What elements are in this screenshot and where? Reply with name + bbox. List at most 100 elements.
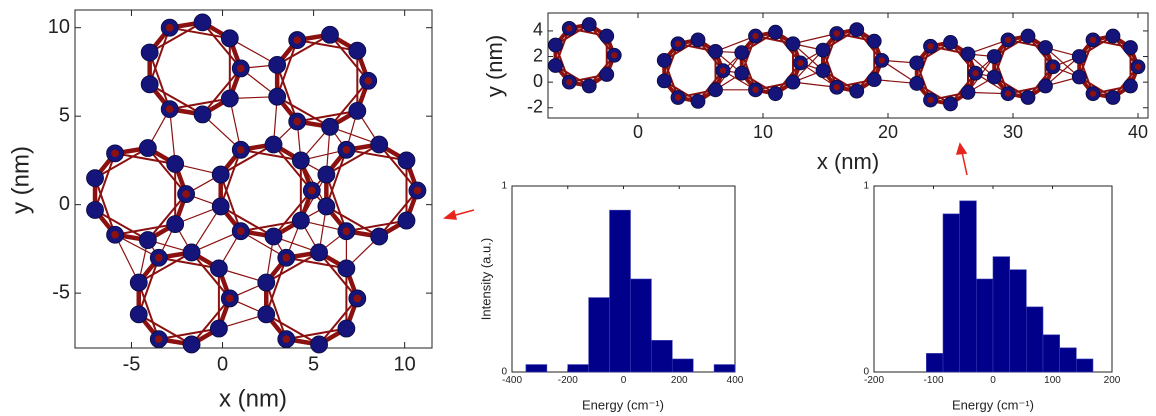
node bbox=[960, 46, 976, 62]
edge bbox=[94, 152, 117, 211]
edge bbox=[325, 205, 381, 238]
edge bbox=[1044, 46, 1080, 78]
node bbox=[849, 83, 865, 99]
edge bbox=[219, 143, 275, 176]
edge bbox=[265, 281, 288, 341]
x-tick-label: 5 bbox=[308, 353, 319, 375]
node bbox=[599, 28, 615, 44]
edge bbox=[168, 97, 231, 111]
node bbox=[268, 55, 287, 74]
bar bbox=[1059, 347, 1077, 373]
node-cap bbox=[1004, 36, 1012, 44]
node bbox=[815, 42, 831, 58]
node-cap bbox=[752, 32, 759, 40]
edge bbox=[146, 147, 188, 196]
y-tick-label: 2 bbox=[533, 45, 543, 65]
node bbox=[211, 165, 230, 184]
node bbox=[581, 17, 597, 32]
bar bbox=[1042, 334, 1060, 373]
edge bbox=[146, 193, 188, 242]
node-cap bbox=[833, 30, 840, 37]
y-tick-label: 0 bbox=[59, 193, 70, 215]
x-tick-label: 20 bbox=[878, 122, 898, 142]
node bbox=[166, 215, 185, 234]
x-tick-label: 10 bbox=[753, 122, 773, 142]
x-tick-label: 10 bbox=[394, 353, 416, 375]
edge bbox=[285, 327, 348, 341]
node bbox=[291, 151, 310, 170]
node bbox=[909, 55, 925, 71]
node-cap bbox=[719, 67, 727, 74]
node bbox=[193, 13, 212, 32]
edge bbox=[272, 189, 313, 238]
node bbox=[310, 243, 328, 262]
node-cap bbox=[674, 94, 682, 101]
x-tick-label: 40 bbox=[1128, 122, 1148, 142]
y-tick-label: 10 bbox=[48, 16, 70, 38]
chart: -5 0 5 10 -5 0 5 10 x (nm) y (nm) bbox=[7, 9, 433, 412]
node bbox=[193, 105, 212, 124]
edge bbox=[137, 256, 160, 316]
chart: -200 -100 0 100 200 0 1 Energy (cm⁻¹) bbox=[863, 181, 1120, 413]
node bbox=[264, 135, 283, 154]
y-tick-label: 0 bbox=[501, 367, 507, 378]
node bbox=[370, 227, 389, 246]
edge bbox=[325, 148, 348, 208]
edge bbox=[1044, 55, 1080, 87]
edge bbox=[276, 63, 299, 123]
node-cap bbox=[1089, 90, 1097, 97]
y-tick-label: -5 bbox=[52, 281, 70, 303]
edge bbox=[276, 39, 299, 98]
edge bbox=[114, 152, 177, 165]
x-tick-label: -200 bbox=[558, 375, 578, 386]
y-axis-label: y (nm) bbox=[482, 35, 507, 97]
node bbox=[785, 74, 801, 90]
node bbox=[348, 41, 367, 60]
edge bbox=[94, 177, 117, 236]
node bbox=[140, 43, 159, 62]
node-cap bbox=[927, 96, 934, 104]
node-cap bbox=[752, 86, 759, 93]
bar bbox=[976, 278, 994, 373]
node bbox=[1020, 28, 1036, 44]
plot-area bbox=[74, 9, 433, 349]
edge bbox=[148, 26, 171, 86]
edge bbox=[285, 256, 348, 270]
bar bbox=[1009, 269, 1027, 373]
x-tick-label: 0 bbox=[217, 353, 228, 375]
node bbox=[220, 29, 239, 48]
x-tick-label: 200 bbox=[671, 375, 688, 386]
node bbox=[321, 25, 339, 44]
node bbox=[268, 87, 287, 106]
x-tick-label: 0 bbox=[633, 122, 643, 142]
x-axis-label: x (nm) bbox=[219, 385, 287, 412]
node-cap bbox=[165, 105, 174, 113]
node bbox=[397, 211, 416, 230]
edge bbox=[137, 281, 160, 341]
node bbox=[708, 82, 723, 98]
node bbox=[337, 319, 356, 338]
arrow-head bbox=[955, 142, 968, 155]
edge bbox=[137, 251, 193, 284]
arrow-head bbox=[443, 209, 457, 220]
node bbox=[656, 73, 672, 89]
y-tick-label: 1 bbox=[501, 181, 507, 192]
node-cap bbox=[236, 64, 245, 73]
node-cap bbox=[165, 23, 174, 32]
node bbox=[943, 96, 958, 112]
edge bbox=[318, 251, 359, 300]
node-cap bbox=[282, 335, 291, 343]
edge bbox=[94, 147, 149, 180]
edge bbox=[276, 95, 331, 128]
node bbox=[138, 139, 157, 157]
node bbox=[599, 67, 615, 82]
node bbox=[1123, 40, 1138, 55]
edge bbox=[265, 256, 288, 316]
edge bbox=[318, 297, 359, 346]
node-cap bbox=[1134, 63, 1142, 70]
node bbox=[815, 63, 831, 79]
node bbox=[317, 197, 336, 216]
y-tick-label: 0 bbox=[863, 367, 869, 378]
